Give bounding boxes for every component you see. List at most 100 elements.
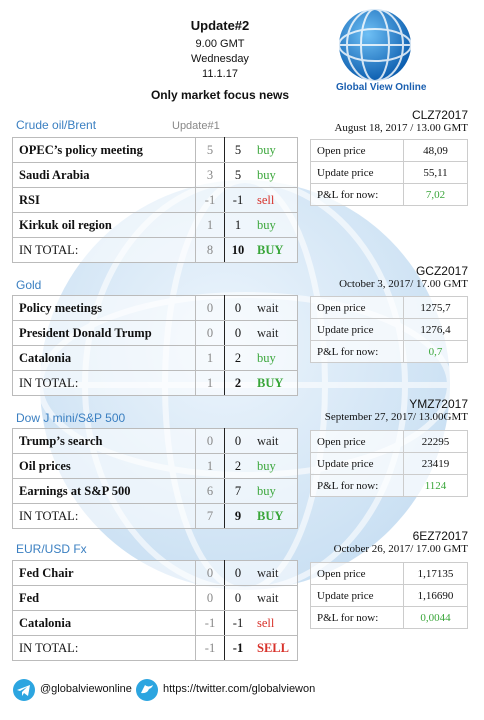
previous-score: 8 [195, 237, 225, 263]
ticker-code: CLZ72017 [411, 108, 468, 122]
current-score: 0 [224, 428, 251, 454]
section-title: Crude oil/Brent [16, 118, 97, 132]
price-table: Open price 22295 Update price 23419 P&L for … [310, 430, 468, 497]
price-value: 1,17135 [403, 562, 468, 585]
total-row: IN TOTAL: 1 2 BUY [12, 370, 298, 396]
row-label: Trump’s search [12, 428, 196, 454]
previous-score: 0 [195, 585, 225, 611]
time: 9.00 GMT [195, 38, 245, 50]
signal: wait [251, 585, 298, 611]
current-score: 5 [224, 137, 251, 163]
current-score: 0 [224, 320, 251, 346]
date: 11.1.17 [202, 68, 238, 80]
price-label: P&L for now: [310, 340, 404, 363]
price-label: P&L for now: [310, 183, 404, 206]
price-table: Open price 48,09 Update price 55,11 P&L for … [310, 139, 468, 206]
price-row: Update price 23419 [310, 452, 468, 475]
previous-score: 7 [195, 503, 225, 529]
previous-score: 1 [195, 345, 225, 371]
previous-score: 0 [195, 428, 225, 454]
price-label: Open price [310, 296, 404, 319]
price-value: 55,11 [403, 161, 468, 184]
row-label: Fed [12, 585, 196, 611]
telegram: @globalviewonline [40, 683, 132, 695]
previous-score: 0 [195, 560, 225, 586]
price-label: P&L for now: [310, 474, 404, 497]
current-score: 2 [224, 345, 251, 371]
total-row: IN TOTAL: -1 -1 SELL [12, 635, 298, 661]
section-note: Update#1 [172, 120, 220, 132]
signal-row: RSI -1 -1 sell [12, 187, 298, 213]
signal-row: Kirkuk oil region 1 1 buy [12, 212, 298, 238]
signal-row: Catalonia 1 2 buy [12, 345, 298, 371]
price-value: 1124 [403, 474, 468, 497]
row-label: Kirkuk oil region [12, 212, 196, 238]
signal: BUY [251, 503, 298, 529]
signal: wait [251, 560, 298, 586]
price-label: Update price [310, 584, 404, 607]
current-score: 9 [224, 503, 251, 529]
previous-score: -1 [195, 187, 225, 213]
price-label: Update price [310, 161, 404, 184]
price-value: 48,09 [403, 139, 468, 162]
logo-text: Global View Online [336, 82, 427, 93]
row-label: Policy meetings [12, 295, 196, 321]
subtitle: Only market focus news [150, 88, 290, 102]
day: Wednesday [191, 53, 249, 65]
signal-table: Trump’s search 0 0 wait Oil prices 1 2 buy Earni… [12, 428, 298, 529]
previous-score: 6 [195, 478, 225, 504]
signal-row: OPEC’s policy meeting 5 5 buy [12, 137, 298, 163]
previous-score: -1 [195, 610, 225, 636]
ticker-code: 6EZ72017 [412, 529, 468, 543]
signal-row: Earnings at S&P 500 6 7 buy [12, 478, 298, 504]
signal-row: Fed 0 0 wait [12, 585, 298, 611]
row-label: Earnings at S&P 500 [12, 478, 196, 504]
price-row: Update price 1,16690 [310, 584, 468, 607]
price-label: Update price [310, 452, 404, 475]
signal-table: OPEC’s policy meeting 5 5 buy Saudi Arabia 3 5… [12, 137, 298, 263]
row-label: OPEC’s policy meeting [12, 137, 196, 163]
current-score: 2 [224, 453, 251, 479]
row-label: Fed Chair [12, 560, 196, 586]
signal-table: Policy meetings 0 0 wait President Donald Tr… [12, 295, 298, 396]
current-score: 10 [224, 237, 251, 263]
twitter: https://twitter.com/globalviewon [163, 683, 316, 695]
signal: BUY [251, 370, 298, 396]
price-value: 0,0044 [403, 606, 468, 629]
signal: wait [251, 295, 298, 321]
previous-score: 0 [195, 295, 225, 321]
signal-row: Catalonia -1 -1 sell [12, 610, 298, 636]
price-row: Update price 1276,4 [310, 318, 468, 341]
signal: buy [251, 345, 298, 371]
price-value: 1,16690 [403, 584, 468, 607]
price-label: P&L for now: [310, 606, 404, 629]
section-title: Gold [16, 278, 42, 292]
ticker-date: August 18, 2017 / 13.00 GMT [334, 122, 468, 134]
ticker-date: October 26, 2017/ 17.00 GMT [333, 543, 468, 555]
price-row: Open price 1275,7 [310, 296, 468, 319]
signal: BUY [251, 237, 298, 263]
current-score: 5 [224, 162, 251, 188]
title: Update#2 [190, 18, 250, 33]
signal: SELL [251, 635, 298, 661]
price-value: 0,7 [403, 340, 468, 363]
section-title: Dow J mini/S&P 500 [16, 411, 126, 425]
signal-row: President Donald Trump 0 0 wait [12, 320, 298, 346]
row-label: Saudi Arabia [12, 162, 196, 188]
price-value: 22295 [403, 430, 468, 453]
previous-score: -1 [195, 635, 225, 661]
current-score: 0 [224, 295, 251, 321]
price-row: P&L for now: 7,02 [310, 183, 468, 206]
row-label: President Donald Trump [12, 320, 196, 346]
previous-score: 3 [195, 162, 225, 188]
price-table: Open price 1275,7 Update price 1276,4 P&L fo… [310, 296, 468, 363]
signal: buy [251, 453, 298, 479]
price-row: P&L for now: 0,0044 [310, 606, 468, 629]
price-value: 23419 [403, 452, 468, 475]
current-score: 7 [224, 478, 251, 504]
signal: sell [251, 610, 298, 636]
current-score: 0 [224, 585, 251, 611]
previous-score: 1 [195, 370, 225, 396]
price-value: 1276,4 [403, 318, 468, 341]
ticker-code: GCZ2017 [415, 264, 468, 278]
